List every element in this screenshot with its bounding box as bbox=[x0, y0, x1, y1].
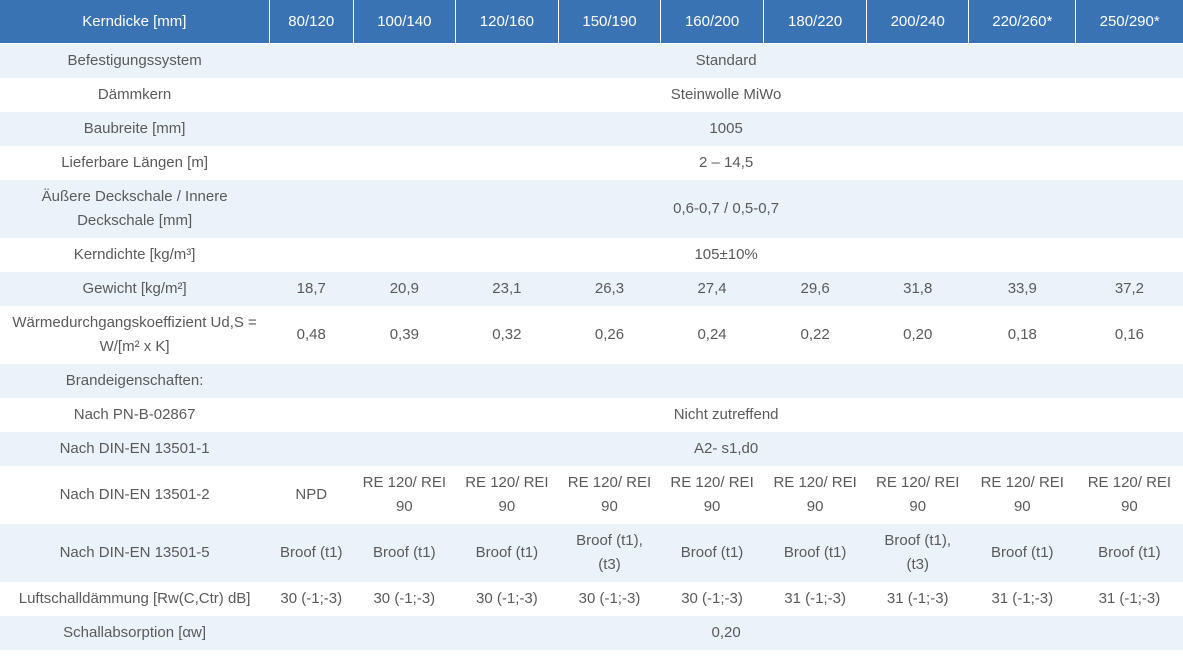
header-column: 180/220 bbox=[763, 0, 867, 44]
header-label: Kerndicke [mm] bbox=[0, 0, 270, 44]
row-label: Luftschalldämmung [Rw(C,Ctr) dB] bbox=[18, 589, 251, 607]
header-column: 150/190 bbox=[557, 0, 661, 44]
table-row: Befestigungssystem Standard bbox=[0, 43, 1183, 78]
spanning-cell: Standard bbox=[695, 51, 757, 69]
value-cell: RE 120/ REI 90 bbox=[773, 473, 857, 515]
value-cell: 31,8 bbox=[903, 279, 933, 297]
row-label: Nach DIN-EN 13501-1 bbox=[59, 439, 210, 457]
value-cell: 0,32 bbox=[492, 325, 522, 343]
header-column: 100/140 bbox=[352, 0, 456, 44]
table-row: Äußere Deckschale / Innere Deckschale [m… bbox=[0, 179, 1183, 238]
value-cell: Broof (t1), (t3) bbox=[576, 531, 643, 573]
spanning-cell: Nicht zutreffend bbox=[673, 405, 779, 423]
value-cell: RE 120/ REI 90 bbox=[567, 473, 652, 515]
value-cell: RE 120/ REI 90 bbox=[670, 473, 754, 515]
table-row: Nach DIN-EN 13501-5 Broof (t1) Broof (t1… bbox=[0, 523, 1183, 582]
value-cell: 31 (-1;-3) bbox=[886, 589, 949, 607]
spanning-cell: 0,6-0,7 / 0,5-0,7 bbox=[673, 199, 780, 217]
value-cell: 0,39 bbox=[389, 325, 419, 343]
table-body: Befestigungssystem Standard Dämmkern Ste… bbox=[0, 43, 1183, 650]
value-cell: 0,18 bbox=[1007, 325, 1037, 343]
row-label: Schallabsorption [αw] bbox=[63, 623, 207, 641]
row-label: Kerndichte [kg/m³] bbox=[73, 245, 196, 263]
spanning-cell: 2 – 14,5 bbox=[699, 153, 754, 171]
value-cell: 0,22 bbox=[800, 325, 830, 343]
spanning-cell: A2- s1,d0 bbox=[694, 439, 759, 457]
row-label: Baubreite [mm] bbox=[83, 119, 186, 137]
table-row: Nach DIN-EN 13501-2 NPD RE 120/ REI 90 R… bbox=[0, 465, 1183, 524]
value-cell: 37,2 bbox=[1114, 279, 1145, 297]
value-cell: 20,9 bbox=[389, 279, 419, 297]
value-cell: 30 (-1;-3) bbox=[681, 589, 743, 607]
value-cell: 0,20 bbox=[903, 325, 933, 343]
value-cell: 30 (-1;-3) bbox=[578, 589, 641, 607]
value-cell: Broof (t1) bbox=[680, 543, 744, 561]
row-label: Nach PN-B-02867 bbox=[73, 405, 196, 423]
value-cell: Broof (t1) bbox=[991, 543, 1054, 561]
table-row: Nach DIN-EN 13501-1 A2- s1,d0 bbox=[0, 431, 1183, 466]
row-label: Nach DIN-EN 13501-2 bbox=[59, 485, 210, 503]
value-cell: 0,26 bbox=[594, 325, 625, 343]
value-cell: 31 (-1;-3) bbox=[1098, 589, 1161, 607]
table-row: Baubreite [mm] 1005 bbox=[0, 111, 1183, 146]
spanning-cell bbox=[269, 364, 1183, 398]
value-cell: 0,48 bbox=[296, 325, 326, 343]
value-cell: 31 (-1;-3) bbox=[991, 589, 1054, 607]
header-column: 220/260* bbox=[968, 0, 1076, 44]
table-row: Schallabsorption [αw] 0,20 bbox=[0, 615, 1183, 650]
value-cell: Broof (t1), (t3) bbox=[884, 531, 952, 573]
value-cell: RE 120/ REI 90 bbox=[1087, 473, 1172, 515]
row-label: Gewicht [kg/m²] bbox=[82, 279, 187, 297]
header-column: 160/200 bbox=[660, 0, 764, 44]
header-column: 200/240 bbox=[866, 0, 969, 44]
value-cell: Broof (t1) bbox=[373, 543, 436, 561]
row-label: Dämmkern bbox=[97, 85, 172, 103]
row-label: Äußere Deckschale / Innere Deckschale [m… bbox=[41, 187, 228, 229]
value-cell: 0,16 bbox=[1114, 325, 1145, 343]
header-column: 80/120 bbox=[268, 0, 354, 44]
value-cell: 27,4 bbox=[697, 279, 727, 297]
value-cell: Broof (t1) bbox=[475, 543, 539, 561]
value-cell: 29,6 bbox=[800, 279, 830, 297]
value-cell: 0,24 bbox=[697, 325, 727, 343]
header-column: 120/160 bbox=[454, 0, 559, 44]
table-row: Brandeigenschaften: bbox=[0, 363, 1183, 398]
value-cell: 33,9 bbox=[1007, 279, 1037, 297]
value-cell: 26,3 bbox=[594, 279, 625, 297]
value-cell: 30 (-1;-3) bbox=[373, 589, 436, 607]
spanning-cell: 1005 bbox=[709, 119, 743, 137]
table-row: Dämmkern Steinwolle MiWo bbox=[0, 77, 1183, 112]
row-label: Befestigungssystem bbox=[67, 51, 202, 69]
value-cell: 31 (-1;-3) bbox=[784, 589, 846, 607]
value-cell: RE 120/ REI 90 bbox=[980, 473, 1064, 515]
value-cell: Broof (t1) bbox=[783, 543, 847, 561]
header-column: 250/290* bbox=[1075, 0, 1183, 44]
value-cell: Broof (t1) bbox=[1098, 543, 1161, 561]
row-label: Wärmedurchgangskoeffizient Ud,S = W/[m² … bbox=[12, 313, 257, 355]
table-row: Kerndichte [kg/m³] 105±10% bbox=[0, 237, 1183, 272]
table-header: Kerndicke [mm] 80/120 100/140 120/160 15… bbox=[0, 0, 1183, 44]
section-label: Brandeigenschaften: bbox=[65, 371, 204, 389]
row-label: Nach DIN-EN 13501-5 bbox=[59, 543, 210, 561]
value-cell: 30 (-1;-3) bbox=[280, 589, 343, 607]
value-cell: Broof (t1) bbox=[279, 543, 343, 561]
value-cell: 18,7 bbox=[296, 279, 326, 297]
table-row: Lieferbare Längen [m] 2 – 14,5 bbox=[0, 145, 1183, 180]
spanning-cell: 105±10% bbox=[694, 245, 758, 263]
value-cell: RE 120/ REI 90 bbox=[465, 473, 549, 515]
value-cell: 30 (-1;-3) bbox=[476, 589, 538, 607]
table-row: Luftschalldämmung [Rw(C,Ctr) dB] 30 (-1;… bbox=[0, 581, 1183, 616]
value-cell: NPD bbox=[295, 485, 328, 503]
spanning-cell: Steinwolle MiWo bbox=[670, 85, 782, 103]
spanning-cell: 0,20 bbox=[711, 623, 741, 641]
table-row: Wärmedurchgangskoeffizient Ud,S = W/[m² … bbox=[0, 305, 1183, 364]
table-row: Gewicht [kg/m²] 18,7 20,9 23,1 26,3 27,4… bbox=[0, 271, 1183, 306]
value-cell: RE 120/ REI 90 bbox=[362, 473, 446, 515]
table-row: Nach PN-B-02867 Nicht zutreffend bbox=[0, 397, 1183, 432]
value-cell: 23,1 bbox=[492, 279, 522, 297]
value-cell: RE 120/ REI 90 bbox=[876, 473, 960, 515]
row-label: Lieferbare Längen [m] bbox=[61, 153, 208, 171]
